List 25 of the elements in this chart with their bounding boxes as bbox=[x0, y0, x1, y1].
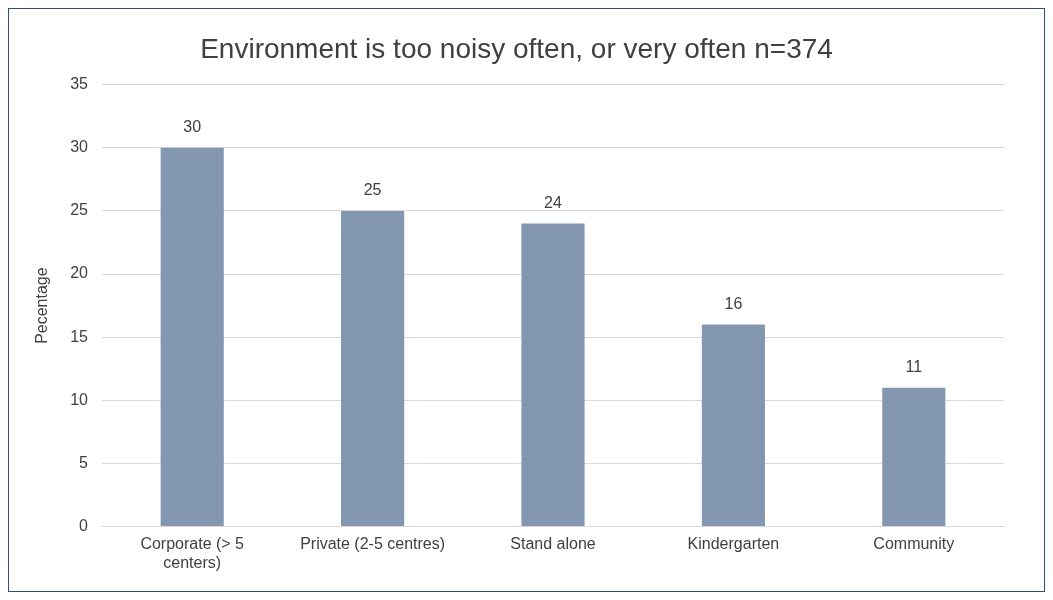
x-tick-label: Private (2-5 centres) bbox=[300, 534, 446, 552]
x-tick-label: Kindergarten bbox=[687, 534, 780, 552]
y-tick-label: 15 bbox=[70, 327, 89, 345]
y-tick-label: 30 bbox=[70, 138, 89, 156]
bar bbox=[701, 324, 765, 527]
y-axis-title: Pecentage bbox=[33, 267, 51, 344]
x-tick-label: Corporate (> 5 centers) bbox=[140, 534, 245, 571]
data-label: 30 bbox=[183, 118, 202, 136]
x-tick-label: Community bbox=[873, 534, 955, 552]
y-tick-label: 20 bbox=[70, 264, 89, 282]
data-label: 25 bbox=[363, 181, 382, 199]
x-tick-label: Stand alone bbox=[510, 534, 596, 552]
bar bbox=[341, 210, 405, 527]
data-label: 16 bbox=[724, 294, 743, 312]
y-tick-label: 35 bbox=[70, 75, 89, 93]
bar bbox=[882, 387, 946, 527]
y-tick-label: 5 bbox=[79, 453, 89, 471]
bar bbox=[521, 223, 585, 527]
y-tick-label: 10 bbox=[70, 390, 89, 408]
y-tick-label: 25 bbox=[70, 201, 89, 219]
bar bbox=[160, 147, 224, 527]
chart-title: Environment is too noisy often, or very often n=374 bbox=[200, 32, 833, 64]
data-label: 11 bbox=[905, 358, 923, 376]
y-tick-label: 0 bbox=[79, 517, 89, 535]
data-label: 24 bbox=[544, 193, 562, 211]
